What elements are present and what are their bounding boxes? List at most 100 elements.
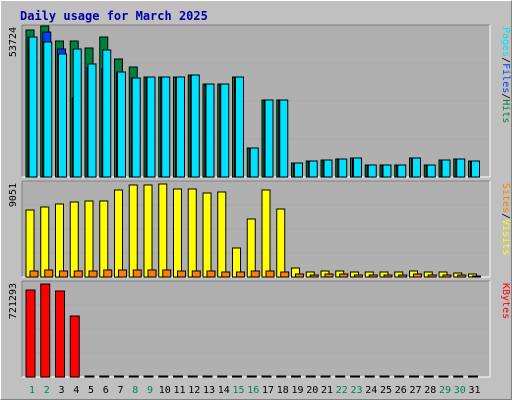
pages-bar-day-26 bbox=[397, 164, 407, 178]
visits-legend-part-1: / bbox=[500, 213, 511, 219]
kbytes-bar-day-13 bbox=[202, 375, 213, 378]
kbytes-bar-day-9 bbox=[143, 375, 154, 378]
pages-bar-day-28 bbox=[426, 164, 436, 178]
sites-bar-day-29 bbox=[442, 274, 452, 278]
kbytes-bar-day-2 bbox=[40, 283, 51, 378]
pages-bar-day-31 bbox=[471, 160, 480, 178]
pages-bar-day-16 bbox=[249, 147, 259, 178]
kbytes-bar-day-22 bbox=[335, 375, 346, 378]
kbytes-bar-day-28 bbox=[423, 375, 434, 378]
pages-bar-day-19 bbox=[294, 162, 303, 178]
sites-bar-day-10 bbox=[162, 269, 172, 278]
pages-bar-day-30 bbox=[456, 158, 466, 178]
sites-bar-day-7 bbox=[118, 269, 127, 278]
day-label-27: 27 bbox=[409, 385, 421, 396]
day-label-21: 21 bbox=[321, 385, 333, 396]
visits-bar-day-17 bbox=[261, 189, 271, 278]
visits-bar-day-2 bbox=[40, 206, 50, 278]
sites-bar-day-8 bbox=[132, 269, 142, 278]
day-label-23: 23 bbox=[350, 385, 362, 396]
pages-bar-day-21 bbox=[323, 159, 333, 178]
kbytes-bar-day-1 bbox=[25, 289, 36, 378]
kbytes-bar-day-11 bbox=[173, 375, 183, 378]
kbytes-bar-day-26 bbox=[394, 375, 405, 378]
pages-bar-day-12 bbox=[190, 74, 200, 178]
kbytes-bar-day-15 bbox=[232, 375, 242, 378]
hits-legend-part-1: / bbox=[500, 57, 511, 63]
hits-legend-part-2: Files bbox=[500, 63, 511, 93]
pages-bar-day-25 bbox=[382, 164, 392, 178]
pages-bar-day-18 bbox=[279, 99, 289, 178]
kbytes-bar-day-31 bbox=[468, 375, 478, 378]
sites-bar-day-16 bbox=[250, 270, 260, 278]
kbytes-bar-day-4 bbox=[69, 315, 80, 378]
kbytes-bar-day-7 bbox=[114, 375, 124, 378]
day-label-22: 22 bbox=[336, 385, 348, 396]
day-label-2: 2 bbox=[44, 385, 50, 396]
day-label-28: 28 bbox=[424, 385, 436, 396]
sites-bar-day-20 bbox=[309, 274, 319, 278]
day-label-31: 31 bbox=[468, 385, 480, 396]
sites-bar-day-30 bbox=[457, 274, 467, 278]
sites-bar-day-27 bbox=[413, 273, 422, 278]
sites-bar-day-18 bbox=[280, 271, 290, 278]
kbytes-bar-day-16 bbox=[246, 375, 257, 378]
pages-bar-day-6 bbox=[102, 49, 112, 178]
sites-bar-day-19 bbox=[295, 273, 304, 278]
pages-bar-day-14 bbox=[220, 83, 230, 178]
day-label-12: 12 bbox=[188, 385, 200, 396]
pages-bar-day-2 bbox=[43, 41, 53, 178]
sites-bar-day-21 bbox=[324, 273, 334, 278]
pages-bar-day-3 bbox=[58, 53, 67, 178]
visits-bar-day-3 bbox=[55, 203, 64, 278]
sites-bar-day-13 bbox=[206, 270, 216, 278]
kbytes-bar-day-12 bbox=[187, 375, 198, 378]
chart-title: Daily usage for March 2025 bbox=[20, 9, 208, 23]
sites-bar-day-9 bbox=[147, 269, 157, 278]
kbytes-bar-day-24 bbox=[364, 375, 375, 378]
visits-legend: Sites/Visits bbox=[500, 183, 511, 255]
pages-bar-day-5 bbox=[87, 63, 97, 178]
sites-bar-day-4 bbox=[73, 270, 83, 278]
day-label-20: 20 bbox=[306, 385, 318, 396]
visits-bar-day-5 bbox=[84, 200, 94, 278]
sites-bar-day-3 bbox=[59, 270, 68, 278]
sites-bar-day-28 bbox=[427, 274, 437, 278]
sites-bar-day-12 bbox=[191, 270, 201, 278]
visits-bar-day-1 bbox=[25, 209, 35, 278]
kbytes-bar-day-8 bbox=[128, 375, 139, 378]
sites-bar-day-11 bbox=[177, 270, 186, 278]
sites-bar-day-24 bbox=[368, 274, 378, 278]
sites-bar-day-25 bbox=[383, 274, 393, 278]
visits-bar-day-11 bbox=[173, 188, 182, 278]
pages-bar-day-17 bbox=[264, 99, 274, 178]
day-label-30: 30 bbox=[454, 385, 466, 396]
day-label-6: 6 bbox=[103, 385, 109, 396]
day-label-5: 5 bbox=[88, 385, 94, 396]
visits-legend-part-0: Sites bbox=[500, 183, 511, 213]
day-label-17: 17 bbox=[262, 385, 274, 396]
hits-legend: Pages/Files/Hits bbox=[500, 27, 511, 123]
pages-bar-day-15 bbox=[235, 76, 244, 178]
kbytes-bar-day-18 bbox=[276, 375, 287, 378]
hits-max-label: 53724 bbox=[8, 27, 19, 57]
day-label-16: 16 bbox=[247, 385, 259, 396]
day-label-29: 29 bbox=[439, 385, 451, 396]
day-label-4: 4 bbox=[73, 385, 79, 396]
kbytes-bar-day-6 bbox=[99, 375, 110, 378]
sites-bar-day-22 bbox=[339, 273, 349, 278]
sites-bar-day-15 bbox=[236, 271, 245, 278]
pages-bar-day-20 bbox=[308, 160, 318, 178]
sites-bar-day-23 bbox=[354, 274, 363, 278]
kbytes-bar-day-19 bbox=[291, 375, 301, 378]
kbytes-bar-day-20 bbox=[305, 375, 316, 378]
kbytes-bar-day-23 bbox=[350, 375, 360, 378]
pages-bar-day-9 bbox=[146, 76, 156, 178]
pages-bar-day-4 bbox=[72, 48, 82, 178]
kbytes-bar-day-17 bbox=[261, 375, 272, 378]
pages-bar-day-7 bbox=[117, 71, 126, 178]
kbytes-bar-day-21 bbox=[320, 375, 331, 378]
kbytes-max-label: 721293 bbox=[8, 283, 19, 319]
kbytes-bar-day-5 bbox=[84, 375, 95, 378]
